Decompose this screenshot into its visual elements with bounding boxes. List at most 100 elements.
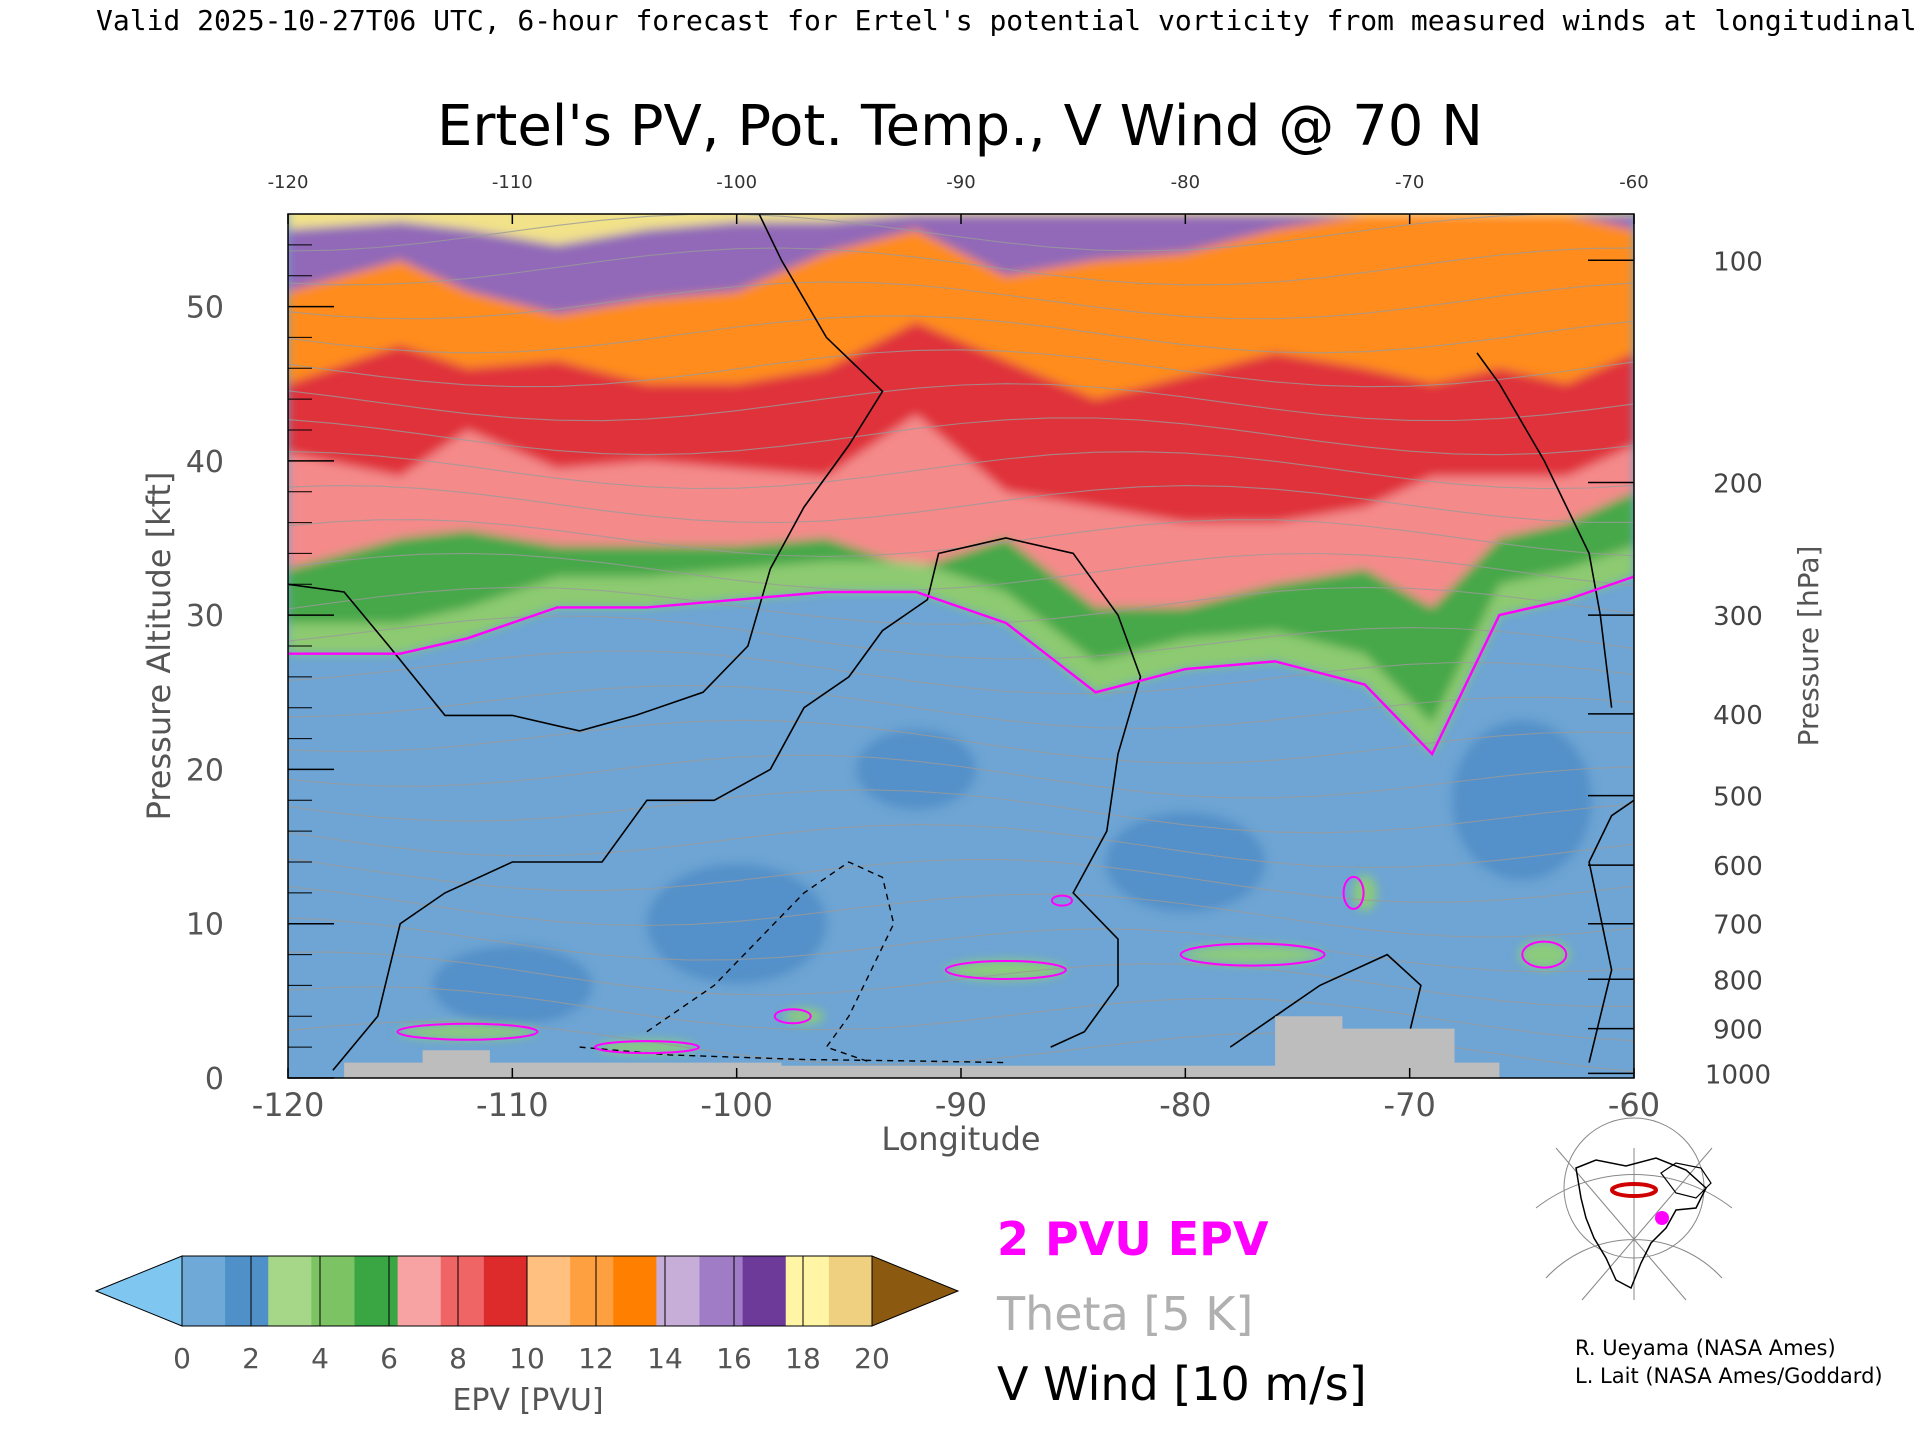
pv2-closed-contour — [593, 1040, 700, 1055]
y-axis-label-right: Pressure [hPa] — [1792, 546, 1825, 747]
theta-contour — [288, 986, 1634, 1042]
low-pv-blob — [1182, 944, 1323, 965]
theta-contour — [288, 858, 1634, 903]
pv2-contour — [288, 575, 1634, 757]
colorbar-segment — [785, 1256, 830, 1326]
y-tick-label: 50 — [186, 291, 224, 326]
colorbar-tick-label: 2 — [242, 1342, 260, 1375]
colorbar-tick-label: 8 — [449, 1342, 467, 1375]
colorbar-segment — [570, 1256, 614, 1326]
pressure-tick-label: 300 — [1713, 602, 1763, 632]
low-pv-blob — [783, 1008, 824, 1025]
left-axis: 0 10 20 30 40 50 — [186, 244, 334, 1097]
colorbar-segment — [440, 1256, 485, 1326]
y-axis-label-left: Pressure Altitude [kft] — [140, 472, 178, 821]
pv2-closed-contour — [1342, 875, 1365, 910]
colorbar-segment — [656, 1256, 700, 1326]
band-red — [288, 322, 1634, 523]
band-pink — [288, 414, 1634, 608]
pv2-closed-contour — [944, 960, 1067, 980]
theta-contour — [288, 281, 1634, 320]
y-tick-label: 0 — [205, 1062, 224, 1097]
theta-contour — [288, 247, 1634, 286]
theta-contour — [288, 417, 1634, 456]
low-pv-blob — [596, 1040, 697, 1055]
theta-contour — [288, 552, 1634, 591]
colorbar-segment — [225, 1256, 269, 1326]
x-axis-label: Longitude — [881, 1120, 1040, 1158]
theta-contour — [288, 485, 1634, 524]
legend-vwind: V Wind [10 m/s] — [997, 1357, 1367, 1411]
x-tick-label: -90 — [935, 1086, 987, 1124]
x-tick-label: -80 — [1159, 1086, 1211, 1124]
pv2-closed-contour — [1521, 940, 1568, 969]
colorbar-under-arrow — [94, 1255, 183, 1327]
theta-contour — [288, 917, 1634, 973]
y-tick-label: 20 — [186, 753, 224, 788]
x-tick-label: -110 — [476, 1086, 549, 1124]
theta-contour — [288, 951, 1634, 1007]
pv2-closed-contour — [1179, 942, 1326, 967]
band-yellow — [288, 214, 1634, 245]
theta-contour — [288, 615, 1634, 660]
colorbar-tick-label: 6 — [380, 1342, 398, 1375]
band-green — [288, 491, 1634, 754]
chart-title: Ertel's PV, Pot. Temp., V Wind @ 70 N — [437, 94, 1483, 159]
theta-contour — [288, 789, 1634, 834]
pressure-tick-label: 100 — [1713, 247, 1763, 277]
vwind-contour — [1588, 799, 1634, 1063]
top-axis: -120 -110 -100 -90 -80 -70 -60 — [268, 172, 1649, 224]
colorbar-segment — [483, 1256, 528, 1326]
colorbar-tick-label: 10 — [509, 1342, 545, 1375]
colorbar-segment — [354, 1256, 399, 1326]
colorbar-segment — [742, 1256, 787, 1326]
low-pv-blob — [945, 960, 1066, 980]
pressure-tick-label: 700 — [1713, 911, 1763, 941]
legend-pv2: 2 PVU EPV — [997, 1212, 1269, 1266]
x-tick-label: -120 — [252, 1086, 325, 1124]
colorbar-tick-label: 0 — [173, 1342, 191, 1375]
legend-theta: Theta [5 K] — [996, 1287, 1253, 1341]
theta-contour — [288, 349, 1634, 388]
pressure-tick-label: 1000 — [1705, 1060, 1771, 1090]
colorbar-tick-label: 18 — [785, 1342, 821, 1375]
pressure-tick-label: 900 — [1713, 1016, 1763, 1046]
terrain-mask — [344, 1016, 1500, 1078]
deep-blue-patch — [432, 945, 593, 1026]
location-dot — [1655, 1211, 1669, 1225]
colorbar-tick-label: 20 — [854, 1342, 890, 1375]
top-x-tick-label: -110 — [492, 172, 533, 193]
theta-contour — [288, 754, 1634, 799]
colorbar: 0 2 4 6 8 10 12 14 16 18 20 — [94, 1255, 960, 1375]
vwind-negative-contour — [646, 861, 895, 1064]
colorbar-segment — [828, 1256, 873, 1326]
top-x-tick-label: -60 — [1619, 172, 1648, 193]
top-x-tick-label: -80 — [1171, 172, 1200, 193]
credit-1: R. Ueyama (NASA Ames) — [1575, 1336, 1836, 1360]
y-tick-label: 40 — [186, 445, 224, 480]
pressure-tick-label: 600 — [1713, 852, 1763, 882]
theta-contour — [288, 824, 1634, 869]
colorbar-segment — [311, 1256, 355, 1326]
y-tick-label: 10 — [186, 908, 224, 943]
colorbar-label: EPV [PVU] — [452, 1383, 603, 1418]
section-marker — [1610, 1182, 1658, 1198]
colorbar-tick-label: 14 — [647, 1342, 683, 1375]
vwind-contour — [1476, 352, 1613, 708]
colorbar-segment — [268, 1256, 312, 1326]
theta-contour — [288, 684, 1634, 730]
x-tick-label: -100 — [700, 1086, 773, 1124]
theta-contour — [288, 586, 1634, 625]
low-pv-blob — [397, 1023, 538, 1040]
pv2-closed-contour — [773, 1008, 812, 1025]
deep-blue-patch — [646, 863, 827, 984]
pressure-tick-label: 400 — [1713, 701, 1763, 731]
locator-map — [1535, 1117, 1733, 1301]
vwind-contour — [288, 214, 884, 732]
colorbar-tick-label: 4 — [311, 1342, 329, 1375]
theta-contour — [288, 315, 1634, 354]
band-lightgreen — [288, 545, 1634, 754]
deep-blue-patch — [1451, 720, 1592, 881]
colorbar-over-arrow — [871, 1255, 960, 1327]
